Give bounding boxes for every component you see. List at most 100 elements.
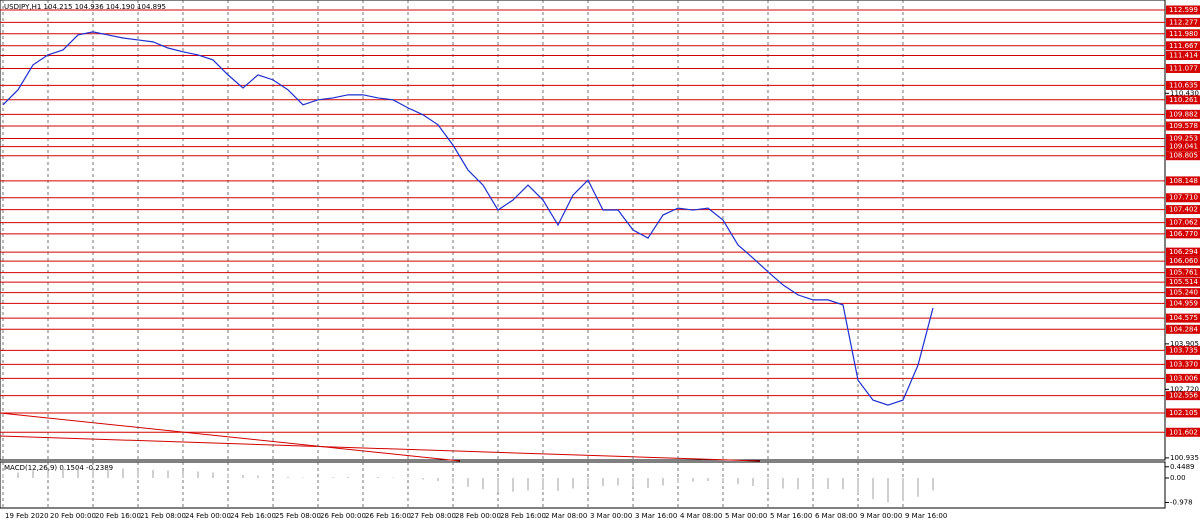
- macd-bar: [2, 474, 4, 478]
- level-label: 110.635: [1169, 81, 1198, 89]
- macd-bar: [272, 476, 274, 478]
- level-tag: [1166, 408, 1200, 418]
- macd-bar: [62, 468, 64, 478]
- macd-bar: [632, 478, 634, 487]
- level-label: 104.284: [1169, 325, 1198, 333]
- macd-bar: [527, 478, 529, 491]
- macd-bar: [32, 470, 34, 478]
- level-label: 109.041: [1169, 143, 1198, 151]
- macd-bar: [512, 478, 514, 492]
- macd-bar: [242, 475, 244, 478]
- macd-bar: [812, 478, 814, 490]
- x-tick-label: 6 Mar 08:00: [815, 512, 857, 520]
- y-tick-label: 0.4489: [1170, 463, 1195, 471]
- macd-bar: [92, 467, 94, 478]
- macd-bar: [677, 478, 679, 483]
- macd-bar: [572, 478, 574, 489]
- level-label: 111.980: [1169, 30, 1198, 38]
- macd-bar: [662, 478, 664, 486]
- y-tick-label: 103.905: [1170, 340, 1199, 348]
- macd-bar: [197, 471, 199, 478]
- level-label: 106.060: [1169, 257, 1198, 265]
- level-tag: [1166, 229, 1200, 239]
- x-tick-label: 27 Feb 08:00: [410, 512, 456, 520]
- level-label: 108.805: [1169, 152, 1198, 160]
- level-tag: [1166, 80, 1200, 90]
- macd-bar: [902, 478, 904, 501]
- macd-bar: [152, 470, 154, 478]
- x-tick-label: 19 Feb 2020: [5, 512, 49, 520]
- x-tick-label: 26 Feb 16:00: [365, 512, 411, 520]
- level-label: 105.240: [1169, 289, 1198, 297]
- level-tag: [1166, 256, 1200, 266]
- x-tick-label: 3 Mar 00:00: [590, 512, 632, 520]
- x-tick-label: 28 Feb 16:00: [500, 512, 546, 520]
- macd-bar: [782, 478, 784, 489]
- macd-bar: [347, 477, 349, 478]
- x-tick-label: 9 Mar 00:00: [860, 512, 902, 520]
- macd-bar: [437, 478, 439, 481]
- level-label: 104.575: [1169, 314, 1198, 322]
- price-pane: [0, 0, 1166, 461]
- level-tag: [1166, 193, 1200, 203]
- macd-bar: [47, 469, 49, 478]
- level-tag: [1166, 324, 1200, 334]
- level-tag: [1166, 427, 1200, 437]
- level-label: 102.556: [1169, 392, 1198, 400]
- macd-bar: [917, 478, 919, 497]
- level-label: 111.077: [1169, 64, 1198, 72]
- x-tick-label: 24 Feb 16:00: [230, 512, 276, 520]
- level-tag: [1166, 151, 1200, 161]
- macd-bar: [332, 477, 334, 478]
- level-tag: [1166, 359, 1200, 369]
- x-tick-label: 26 Feb 00:00: [320, 512, 366, 520]
- level-label: 111.414: [1169, 52, 1198, 60]
- level-tag: [1166, 29, 1200, 39]
- level-label: 111.667: [1169, 42, 1198, 50]
- macd-bar: [932, 478, 934, 491]
- macd-bar: [482, 478, 484, 490]
- level-label: 105.514: [1169, 278, 1198, 286]
- macd-bar: [602, 478, 604, 486]
- level-label: 106.770: [1169, 230, 1198, 238]
- level-label: 103.735: [1169, 346, 1198, 354]
- level-tag: [1166, 176, 1200, 186]
- macd-bar: [497, 478, 499, 492]
- level-tag: [1166, 205, 1200, 215]
- macd-bar: [887, 478, 889, 503]
- level-tag: [1166, 142, 1200, 152]
- level-tag: [1166, 109, 1200, 119]
- macd-pane: [0, 461, 1166, 509]
- x-tick-label: 5 Mar 00:00: [725, 512, 767, 520]
- level-tag: [1166, 17, 1200, 27]
- level-tag: [1166, 391, 1200, 401]
- macd-title: MACD(12,26,9) 0.1504 -0.2389: [4, 464, 113, 472]
- level-label: 110.261: [1169, 96, 1198, 104]
- macd-bar: [767, 478, 769, 488]
- macd-bar: [362, 476, 364, 478]
- x-tick-label: 20 Feb 16:00: [95, 512, 141, 520]
- level-tag: [1166, 268, 1200, 278]
- macd-bar: [407, 478, 409, 479]
- level-tag: [1166, 41, 1200, 51]
- macd-bar: [317, 477, 319, 478]
- macd-bar: [122, 468, 124, 478]
- level-tag: [1166, 95, 1200, 105]
- level-label: 101.602: [1169, 428, 1198, 436]
- chart-title: USDJPY,H1 104.215 104.936 104.190 104.89…: [4, 3, 166, 11]
- x-tick-label: 5 Mar 16:00: [770, 512, 812, 520]
- macd-bar: [587, 478, 589, 486]
- x-tick-label: 25 Feb 08:00: [275, 512, 321, 520]
- x-tick-label: 3 Mar 16:00: [635, 512, 677, 520]
- level-label: 112.599: [1169, 6, 1198, 14]
- level-label: 102.105: [1169, 409, 1198, 417]
- macd-bar: [422, 478, 424, 480]
- macd-bar: [827, 478, 829, 489]
- macd-bar: [692, 478, 694, 482]
- macd-bar: [842, 478, 844, 490]
- x-tick-label: 4 Mar 08:00: [680, 512, 722, 520]
- level-tag: [1166, 288, 1200, 298]
- macd-bar: [752, 478, 754, 486]
- y-tick-label: -0.978: [1170, 498, 1193, 506]
- level-label: 106.294: [1169, 248, 1198, 256]
